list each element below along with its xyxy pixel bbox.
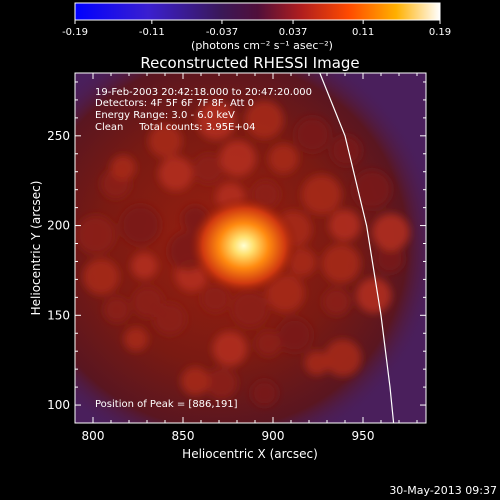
emission-blob [219,140,256,177]
y-tick-label: 150 [47,308,70,322]
emission-blob [131,252,158,279]
colorbar [74,2,441,21]
emission-blob [110,155,136,181]
emission-blob [148,124,183,158]
emission-blob [301,174,342,215]
x-axis-ticks [92,73,418,423]
emission-blob [330,135,362,166]
emission-blob [158,156,193,191]
colorbar-tick-labels: -0.19 -0.11 -0.037 0.037 0.11 0.19 [62,27,451,38]
colorbar-tick-label: 0.11 [352,27,374,38]
y-axis-ticks [75,81,426,406]
x-tick-label: 950 [352,429,375,443]
emission-blob [321,244,361,284]
colorbar-tick-label: -0.037 [206,27,238,38]
x-axis-label: Heliocentric X (arcsec) [182,447,318,461]
peak-position-label: Position of Peak = [886,191] [95,399,238,410]
emission-blob [375,244,404,274]
y-tick-label: 100 [47,398,70,412]
emission-blob [329,209,361,242]
annotation-clean-counts: Clean Total counts: 3.95E+04 [95,122,255,133]
emission-blob [196,101,236,141]
emission-blob [180,366,210,396]
emission-blob [304,350,330,376]
y-tick-label: 200 [47,219,70,233]
colorbar-tick-label: 0.037 [279,27,308,38]
colorbar-unit-label: (photons cm⁻² s⁻¹ asec⁻²) [191,39,333,52]
image-area [75,73,426,423]
annotation-time-range: 19-Feb-2003 20:42:18.000 to 20:47:20.000 [95,87,312,98]
x-tick-label: 850 [172,429,195,443]
emission-blob [255,330,282,357]
annotation-detectors: Detectors: 4F 5F 6F 7F 8F, Att 0 [95,98,254,109]
y-axis-label: Heliocentric Y (arcsec) [29,181,43,316]
emission-blob [352,170,392,209]
colorbar-tick-label: 0.19 [429,27,451,38]
emission-blob [251,380,278,407]
x-tick-label: 900 [262,429,285,443]
emission-blob [76,215,116,255]
emission-blob [356,277,392,314]
colorbar-tick-label: -0.19 [62,27,88,38]
emission-blob [124,327,149,352]
emission-blob [295,117,330,152]
emission-blob [153,302,186,335]
emission-blob [245,100,284,139]
emission-blob [120,205,161,245]
annotation-energy-range: Energy Range: 3.0 - 6.0 keV [95,110,235,121]
y-tick-label: 250 [47,129,70,143]
emission-blob [268,143,299,174]
emission-blob [103,296,130,323]
colorbar-ticks [74,20,441,24]
chart-title: Reconstructed RHESSI Image [140,54,359,72]
colorbar-tick-label: -0.11 [139,27,165,38]
solar-limb-curve [319,73,395,423]
emission-blob [372,213,410,251]
emission-blob [231,290,269,328]
y-axis-tick-labels: 100 150 200 250 [47,129,70,412]
emission-blob [205,367,238,400]
peak-emission-core [188,195,299,296]
plot-frame [74,72,427,424]
footer-date: 30-May-2013 09:37 [389,484,497,497]
x-tick-label: 800 [82,429,105,443]
emission-blob [193,154,224,184]
emission-blob [132,286,164,318]
emission-blob [324,339,362,377]
emission-blob [322,287,351,316]
x-axis-tick-labels: 800 850 900 950 [82,429,375,443]
emission-blob [83,258,120,295]
annotation-block: 19-Feb-2003 20:42:18.000 to 20:47:20.000… [95,87,312,133]
emission-blob [277,317,312,353]
emission-blob [212,331,248,366]
